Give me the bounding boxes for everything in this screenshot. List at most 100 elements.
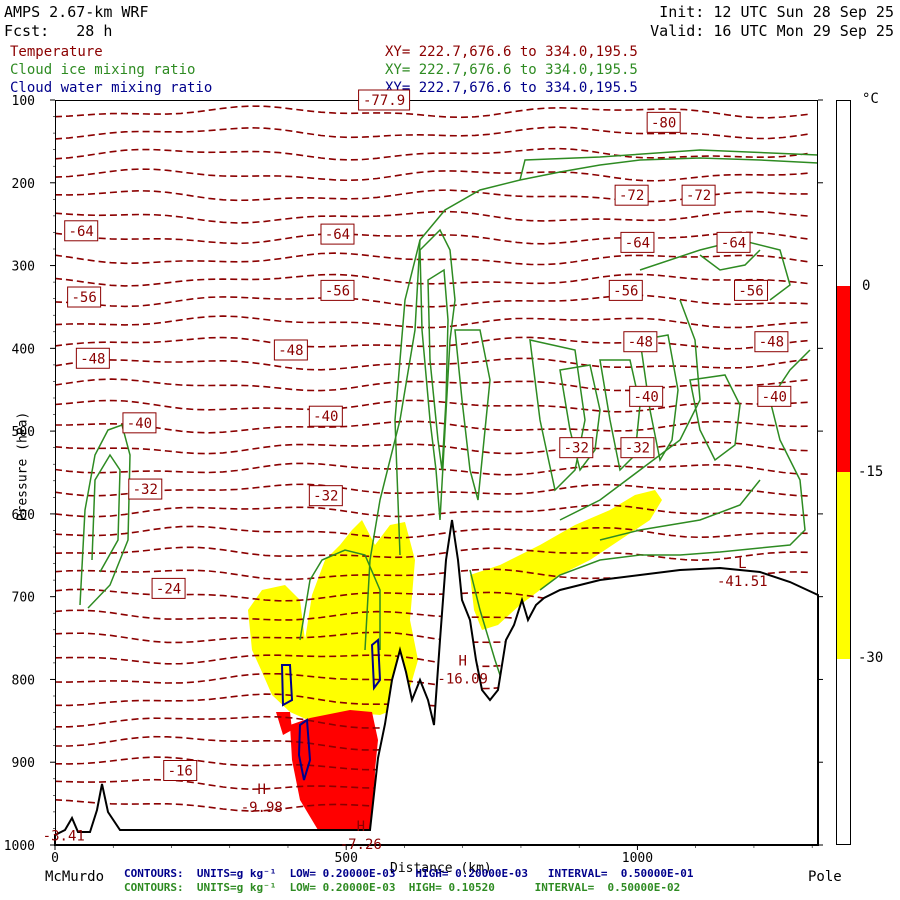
temperature-label-text: -72 [619,188,644,204]
temperature-contour [54,378,812,392]
x-tick-label: 1000 [622,851,653,866]
temperature-label-text: -48 [628,335,653,351]
x-endpoint-left: McMurdo [45,869,105,885]
temperature-label-box [681,184,716,206]
temperature-contour [55,420,812,434]
ice-contour [529,339,586,492]
temperature-contour [54,399,812,413]
temperature-label: -64 [320,223,355,245]
temperature-contour [54,504,812,518]
temperature-label: -77.9 [358,89,411,111]
temperature-label-text: -77.9 [363,93,405,109]
legend-ice-xy: XY= 222.7,676.6 to 334.0,195.5 [385,62,638,78]
temperature-label-text: -64 [69,224,94,240]
temperature-label-box [64,220,99,242]
temperature-label-text: -80 [651,115,676,131]
temperature-label: -48 [273,339,308,361]
ice-contour [427,268,449,471]
temperature-label-box [620,437,655,459]
temperature-label: -72 [681,184,716,206]
temperature-label-box [308,405,343,427]
colorbar-red-band [837,286,850,472]
temperature-label-box [608,279,643,301]
extremum-type: H [357,819,365,835]
temperature-contour [54,273,812,287]
colorbar-yellow-band [837,472,850,659]
temperature-label-text: -56 [325,283,350,299]
temperature-label: -40 [629,385,664,407]
temperature-label-box [151,577,186,599]
temperature-label-text: -48 [80,351,105,367]
temperature-label: -56 [67,286,102,308]
temperature-label-text: -24 [156,581,181,597]
colorbar [836,100,851,845]
temperature-label-box [716,231,751,253]
water-contour [280,664,294,707]
extremum-type: H [458,653,466,669]
temperature-label-box [75,347,110,369]
plot-frame [55,100,818,845]
temperature-contour [54,546,812,562]
temperature-label-text: -64 [625,235,650,251]
temperature-label-box [620,231,655,253]
forecast-hour: Fcst: 28 h [4,22,113,40]
extremum-value: -41.51 [717,574,768,590]
ice-contour [559,364,601,472]
y-tick-label: 300 [12,260,35,275]
temperature-label-box [614,184,649,206]
valid-time: Valid: 16 UTC Mon 29 Sep 25 [650,22,894,40]
temperature-label-box [308,485,343,507]
temperature-label-text: -40 [127,416,152,432]
temperature-label: -32 [308,485,343,507]
temperature-label: -32 [128,478,163,500]
temperature-label-box [320,223,355,245]
temperature-label-box [757,385,792,407]
y-axis: 100 200 300 400 500 600 700 800 900 1000 [4,94,823,854]
ice-contours-info: CONTOURS: UNITS=g kg⁻¹ LOW= 0.20000E-03 … [124,881,681,894]
x-endpoint-right: Pole [808,869,842,885]
temperature-label-text: -72 [686,188,711,204]
ice-contour [699,249,761,271]
ice-contour [639,334,679,463]
temperature-label: -56 [608,279,643,301]
legend-temperature-label: Temperature [10,44,103,60]
temperature-contour [54,126,812,140]
temperature-label-text: -32 [625,441,650,457]
terrain-surface [54,519,819,846]
temperature-label-text: -56 [71,290,96,306]
temperature-contour [54,210,812,224]
temperature-label: -48 [75,347,110,369]
y-tick-label: 500 [12,425,35,440]
temperature-label-text: -32 [313,489,338,505]
temperature-label: -56 [734,279,769,301]
y-tick-label: 100 [12,94,35,109]
temperature-label-box [163,760,198,781]
water-contours [280,637,382,781]
extremum-value: -3.41 [43,829,85,845]
model-title: AMPS 2.67-km WRF [4,3,149,21]
ice-contour [299,549,381,650]
red-shade-region [290,710,378,830]
water-contour [297,718,312,781]
ice-contour [364,239,421,651]
water-contours-info: CONTOURS: UNITS=g kg⁻¹ LOW= 0.20000E-03 … [124,867,694,880]
legend-water-label: Cloud water mixing ratio [10,80,213,96]
temperature-label: -24 [151,577,186,599]
colorbar-tick-30: -30 [858,650,884,666]
temperature-label: -64 [716,231,751,253]
temperature-label-box [273,339,308,361]
temperature-label-box [734,279,769,301]
extremum-value: -9.98 [241,800,283,816]
temperature-contour [54,483,812,497]
extremum-value: -16.09 [437,671,488,687]
temperature-label-text: -32 [133,482,158,498]
temperature-label-box [358,89,411,111]
temperature-labels: -80 -77.9 -72 -72 -64 -64 -64 -64 -56 -56 -56 -56 -4… [64,89,792,781]
temperature-contour [54,357,812,371]
temperature-label: -48 [623,331,658,353]
extremum-type: L [738,556,746,572]
temperature-contour [54,147,812,161]
ice-contour [454,329,491,501]
temperature-label: -40 [122,412,157,434]
